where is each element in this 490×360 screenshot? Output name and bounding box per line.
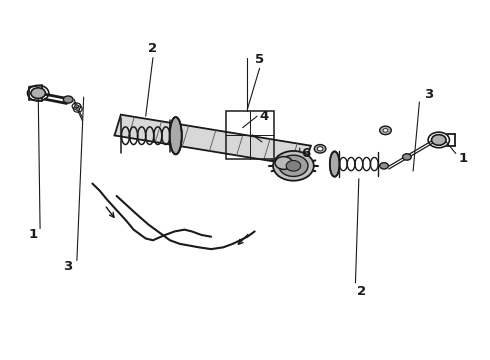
Circle shape xyxy=(273,151,314,181)
Text: 1: 1 xyxy=(28,229,37,242)
Circle shape xyxy=(432,135,446,145)
Text: 2: 2 xyxy=(357,285,366,298)
Ellipse shape xyxy=(330,152,340,177)
Circle shape xyxy=(383,129,388,132)
Text: 3: 3 xyxy=(64,260,73,273)
Circle shape xyxy=(286,161,301,171)
Text: 4: 4 xyxy=(260,110,269,123)
Ellipse shape xyxy=(170,117,182,154)
Circle shape xyxy=(279,155,308,176)
Circle shape xyxy=(63,96,73,103)
Polygon shape xyxy=(115,115,311,166)
Circle shape xyxy=(74,105,78,108)
Circle shape xyxy=(275,157,293,169)
Circle shape xyxy=(317,147,323,151)
Circle shape xyxy=(76,108,80,111)
Text: 3: 3 xyxy=(424,89,434,102)
Bar xyxy=(225,111,274,159)
Text: 6: 6 xyxy=(301,147,310,160)
Text: 1: 1 xyxy=(459,152,467,165)
Circle shape xyxy=(314,145,326,153)
Circle shape xyxy=(403,154,411,160)
Text: 2: 2 xyxy=(148,42,157,55)
Text: 5: 5 xyxy=(255,53,264,66)
Circle shape xyxy=(31,88,46,99)
Circle shape xyxy=(380,126,392,135)
Circle shape xyxy=(380,163,389,169)
